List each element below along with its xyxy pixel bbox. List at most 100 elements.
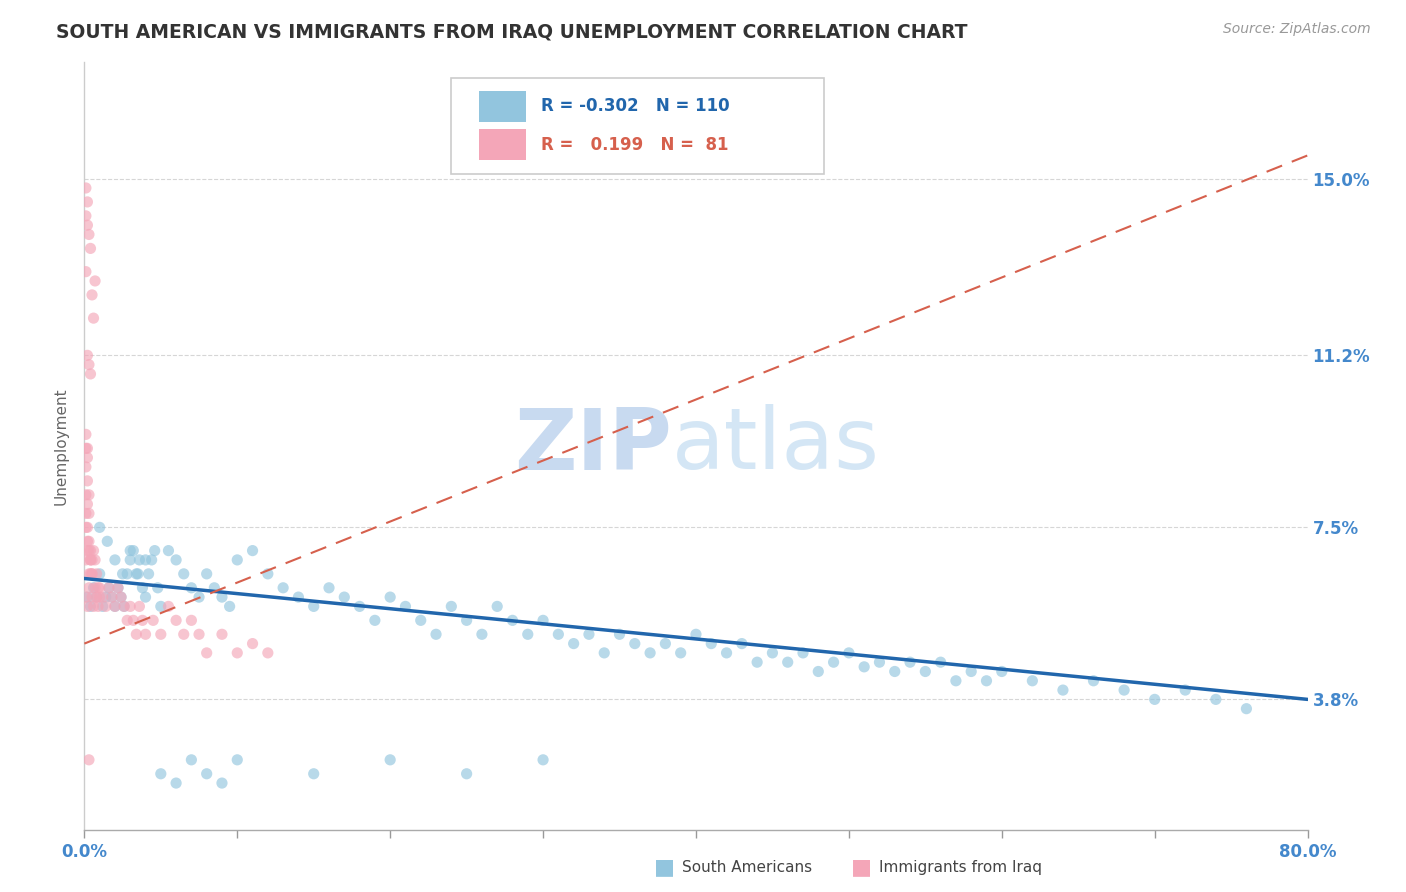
Point <box>76 218 98 232</box>
Point <box>96 534 118 549</box>
Point <box>302 766 325 780</box>
Point <box>1021 673 1043 688</box>
Point <box>77 543 100 558</box>
Point <box>486 599 509 614</box>
Point <box>75 209 97 223</box>
Point <box>165 776 187 790</box>
Point <box>425 627 447 641</box>
Point <box>929 655 952 669</box>
Point <box>1174 683 1197 698</box>
Point <box>80 553 103 567</box>
Point <box>945 673 967 688</box>
Point <box>76 450 98 465</box>
Point <box>226 646 249 660</box>
Point <box>127 566 149 581</box>
Point <box>578 627 600 641</box>
Point <box>75 459 97 474</box>
Point <box>75 488 97 502</box>
Point <box>104 599 127 614</box>
Point <box>84 274 107 288</box>
Point <box>157 599 180 614</box>
Point <box>77 581 100 595</box>
Point <box>75 265 97 279</box>
Point <box>502 613 524 627</box>
Point <box>195 566 218 581</box>
Point <box>77 227 100 242</box>
Point <box>211 590 233 604</box>
Point <box>991 665 1014 679</box>
Point <box>380 753 402 767</box>
Point <box>89 566 111 581</box>
Point <box>143 543 166 558</box>
Point <box>531 613 554 627</box>
Point <box>333 590 356 604</box>
Point <box>75 553 97 567</box>
Point <box>77 358 100 372</box>
Point <box>853 660 876 674</box>
Point <box>104 599 127 614</box>
Point <box>86 566 108 581</box>
Point <box>226 753 249 767</box>
Point <box>142 613 165 627</box>
Point <box>195 766 218 780</box>
Point <box>716 646 738 660</box>
Point <box>883 665 905 679</box>
Point <box>97 581 120 595</box>
Point <box>287 590 309 604</box>
Point <box>141 553 163 567</box>
Point <box>94 590 117 604</box>
Point <box>869 655 891 669</box>
Point <box>80 566 103 581</box>
Point <box>547 627 569 641</box>
Point <box>125 566 148 581</box>
Point <box>747 655 769 669</box>
Point <box>86 590 108 604</box>
Point <box>898 655 921 669</box>
Point <box>149 627 172 641</box>
Point <box>685 627 707 641</box>
Point <box>76 534 98 549</box>
Point <box>562 637 585 651</box>
Point <box>1052 683 1074 698</box>
Point <box>75 520 97 534</box>
Point <box>135 590 157 604</box>
FancyBboxPatch shape <box>451 78 824 174</box>
FancyBboxPatch shape <box>479 91 526 121</box>
Point <box>302 599 325 614</box>
Point <box>516 627 538 641</box>
Point <box>120 543 142 558</box>
Point <box>128 599 150 614</box>
Point <box>135 627 157 641</box>
Point <box>115 613 138 627</box>
Point <box>91 590 114 604</box>
Point <box>976 673 998 688</box>
Point <box>112 599 135 614</box>
Point <box>107 581 129 595</box>
Point <box>146 581 169 595</box>
Point <box>75 590 97 604</box>
Point <box>211 627 233 641</box>
Point <box>149 599 172 614</box>
Text: Source: ZipAtlas.com: Source: ZipAtlas.com <box>1223 22 1371 37</box>
Point <box>364 613 387 627</box>
Point <box>79 553 101 567</box>
Text: SOUTH AMERICAN VS IMMIGRANTS FROM IRAQ UNEMPLOYMENT CORRELATION CHART: SOUTH AMERICAN VS IMMIGRANTS FROM IRAQ U… <box>56 22 967 41</box>
Point <box>76 194 98 209</box>
Point <box>77 507 100 521</box>
Point <box>456 766 478 780</box>
FancyBboxPatch shape <box>479 129 526 160</box>
Point <box>807 665 830 679</box>
Point <box>89 520 111 534</box>
Point <box>700 637 723 651</box>
Point <box>638 646 661 660</box>
Point <box>669 646 692 660</box>
Point <box>111 566 134 581</box>
Point <box>593 646 616 660</box>
Point <box>180 613 202 627</box>
Point <box>1236 701 1258 715</box>
Point <box>76 543 98 558</box>
Point <box>776 655 799 669</box>
Point <box>218 599 240 614</box>
Point <box>77 566 100 581</box>
Point <box>257 646 280 660</box>
